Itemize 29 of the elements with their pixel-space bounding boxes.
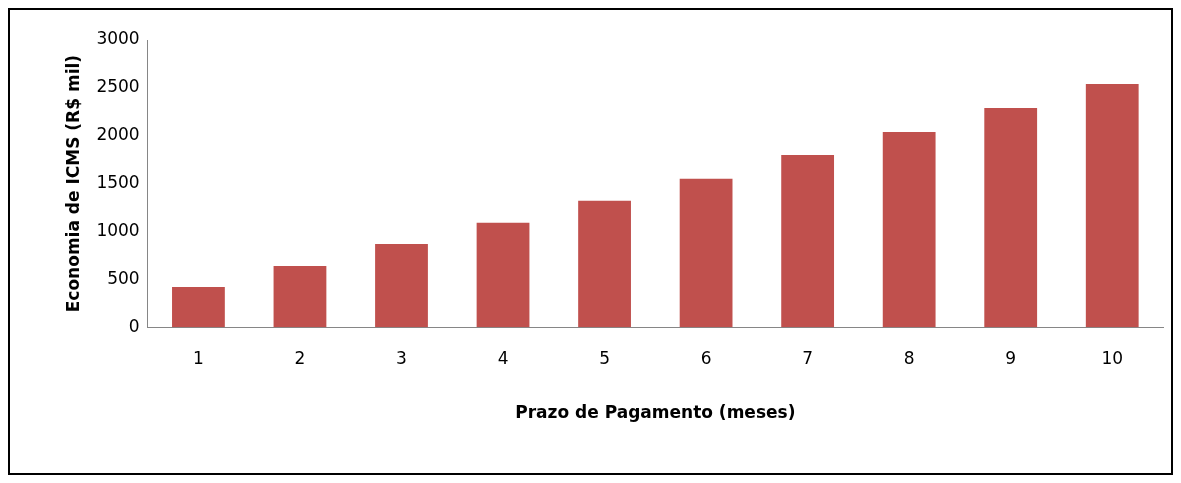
x-tick-label: 7 (802, 347, 814, 368)
y-tick-label: 1000 (96, 219, 140, 240)
bar (781, 154, 835, 328)
bar (476, 222, 530, 328)
bar (679, 178, 733, 328)
x-tick-label: 6 (700, 347, 712, 368)
bar (1085, 84, 1139, 328)
x-tick-label: 9 (1005, 347, 1017, 368)
bar (578, 200, 631, 328)
x-tick-label: 8 (903, 347, 915, 368)
y-tick-label: 2500 (96, 76, 140, 97)
y-tick-label: 3000 (96, 28, 140, 49)
y-tick-label: 2000 (96, 124, 140, 145)
x-tick-label: 5 (599, 347, 610, 368)
y-tick-label: 500 (107, 267, 140, 288)
bar (375, 243, 428, 328)
y-tick-label: 0 (128, 315, 140, 336)
bar (882, 131, 936, 328)
y-axis-title: Economia de ICMS (R$ mil) (62, 54, 83, 313)
x-tick-label: 4 (497, 347, 509, 368)
bar (172, 286, 225, 328)
bar (984, 107, 1038, 328)
x-tick-label: 2 (294, 347, 306, 368)
x-tick-label: 1 (193, 347, 204, 368)
x-axis-title: Prazo de Pagamento (meses) (515, 402, 796, 423)
y-tick-label: 1500 (96, 172, 140, 193)
x-tick-label: 10 (1101, 347, 1124, 368)
bar (273, 265, 327, 328)
x-tick-label: 3 (396, 347, 407, 368)
